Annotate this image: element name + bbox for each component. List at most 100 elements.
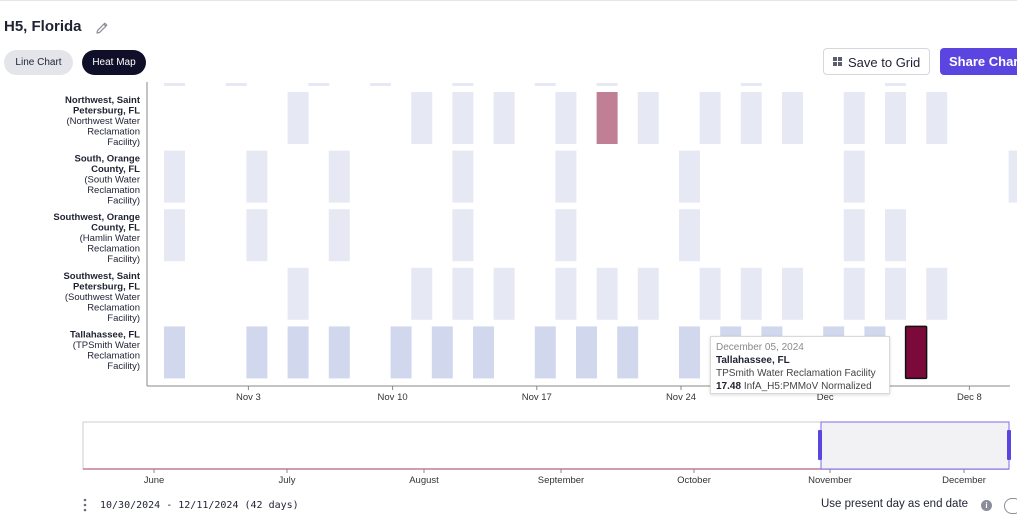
heatmap-cell <box>843 150 865 203</box>
heatmap-cell-partial <box>370 83 391 86</box>
heatmap-cell <box>411 267 433 320</box>
heatmap-cell-partial <box>164 83 185 86</box>
row-label-facility: Facility) <box>107 254 140 265</box>
heatmap-cell <box>555 92 577 144</box>
heatmap-cell <box>699 92 721 144</box>
share-chart-button[interactable]: Share Chart <box>940 48 1017 75</box>
heatmap-cell <box>390 326 412 379</box>
heatmap-cell <box>843 209 865 262</box>
info-icon[interactable]: i <box>981 500 992 511</box>
heatmap-cell <box>452 150 474 203</box>
heatmap-cell <box>164 326 185 379</box>
heatmap-cell <box>164 150 185 203</box>
x-tick-label: Dec <box>817 392 834 403</box>
row-label-location: Southwest, Orange <box>53 212 140 223</box>
heatmap-cell <box>1008 150 1017 203</box>
heatmap-cell <box>637 92 659 144</box>
heatmap-cell <box>782 267 803 320</box>
tooltip-facility: TPSmith Water Reclamation Facility <box>716 368 876 379</box>
tab-line-chart[interactable]: Line Chart <box>4 50 73 75</box>
heatmap-cell-partial <box>740 83 762 86</box>
heatmap-cell <box>555 150 577 203</box>
heatmap-cell <box>885 267 906 320</box>
heatmap-cell <box>576 326 597 379</box>
navigator-month-label: November <box>808 475 852 486</box>
heatmap-cell <box>452 267 474 320</box>
heatmap-cell <box>740 267 762 320</box>
navigator-selection <box>820 421 1010 470</box>
heatmap-cell <box>555 267 577 320</box>
heatmap-cell <box>782 92 803 144</box>
row-label-facility: Reclamation <box>87 185 140 196</box>
row-label: Northwest, Saint Petersburg, FL (Northwest… <box>65 95 141 148</box>
present-day-label: Use present day as end date <box>821 498 969 510</box>
heatmap-cell <box>493 267 515 320</box>
heatmap-cell <box>679 209 700 262</box>
more-options-icon[interactable] <box>83 498 87 512</box>
heatmap-cell <box>328 150 350 203</box>
heatmap-cell <box>843 267 865 320</box>
row-label-location: Petersburg, FL <box>73 281 140 292</box>
x-tick-label: Nov 3 <box>236 392 261 403</box>
row-label: Southwest, Saint Petersburg, FL (Southwest… <box>63 271 140 324</box>
row-label-facility: Reclamation <box>87 302 140 313</box>
heatmap-cell <box>411 92 433 144</box>
navigator-month-label: July <box>279 475 296 486</box>
tab-heat-map[interactable]: Heat Map <box>82 50 146 75</box>
heatmap-cell <box>596 267 618 320</box>
save-to-grid-label: Save to Grid <box>848 55 921 70</box>
row-label-location: Tallahassee, FL <box>70 329 140 340</box>
navigator-month-label: June <box>144 475 165 486</box>
heatmap-cell-partial <box>534 83 556 86</box>
row-label-facility: (TPSmith Water <box>73 340 140 351</box>
row-label-facility: Facility) <box>107 361 140 372</box>
heatmap-cell <box>617 326 639 379</box>
tooltip-date: December 05, 2024 <box>716 342 804 353</box>
heatmap-cell <box>431 326 453 379</box>
x-tick-label: Nov 17 <box>522 392 552 403</box>
row-label-location: South, Orange <box>75 154 140 165</box>
heatmap-cell <box>679 150 700 203</box>
save-to-grid-button[interactable]: Save to Grid <box>823 48 930 75</box>
heatmap-cell <box>740 92 762 144</box>
row-label-location: County, FL <box>91 164 140 175</box>
row-label-facility: (Hamlin Water <box>80 233 140 244</box>
pencil-icon[interactable] <box>94 20 110 36</box>
heatmap-cell-partial <box>885 83 906 86</box>
heatmap-cell <box>246 209 268 262</box>
row-label: Southwest, Orange County, FL (Hamlin Water… <box>53 212 140 265</box>
share-chart-label: Share Chart <box>949 54 1017 69</box>
navigator-handle-right <box>1007 430 1011 460</box>
chart-tooltip: December 05, 2024 Tallahassee, FL TPSmit… <box>710 336 890 394</box>
tooltip-value-line: 17.48 InfA_H5:PMMoV Normalized <box>716 380 884 393</box>
heatmap-cell <box>287 267 309 320</box>
heatmap-cell <box>246 150 268 203</box>
navigator-month-label: September <box>538 475 584 486</box>
row-label-facility: Reclamation <box>87 127 140 138</box>
date-range-text[interactable]: 10/30/2024 - 12/11/2024 (42 days) <box>100 500 299 511</box>
grid-icon <box>833 57 842 66</box>
heatmap-cell <box>287 92 309 144</box>
heatmap-cell <box>287 326 309 379</box>
navigator-month-label: October <box>677 475 711 486</box>
row-label-facility: (South Water <box>84 175 140 186</box>
heatmap-cell <box>904 325 928 380</box>
x-tick-label: Nov 24 <box>666 392 696 403</box>
navigator-month-label: August <box>409 475 439 486</box>
heatmap-cell <box>885 209 906 262</box>
heatmap-cell <box>926 267 948 320</box>
row-label-location: Petersburg, FL <box>73 106 140 117</box>
row-label: Tallahassee, FL (TPSmith Water Reclamation… <box>70 329 140 372</box>
row-label-facility: (Southwest Water <box>65 292 140 303</box>
tooltip-city: Tallahassee, FL <box>716 355 790 366</box>
row-label-location: Southwest, Saint <box>63 271 140 282</box>
heatmap-cell <box>473 326 494 379</box>
row-label-facility: Facility) <box>107 196 140 207</box>
heatmap-cell-partial <box>308 83 330 86</box>
heatmap-cell <box>885 92 906 144</box>
present-day-toggle[interactable] <box>1004 498 1017 514</box>
row-label-facility: Facility) <box>107 313 140 324</box>
top-divider <box>0 0 1017 1</box>
heatmap-cell <box>679 326 700 379</box>
heatmap-cell <box>926 92 948 144</box>
